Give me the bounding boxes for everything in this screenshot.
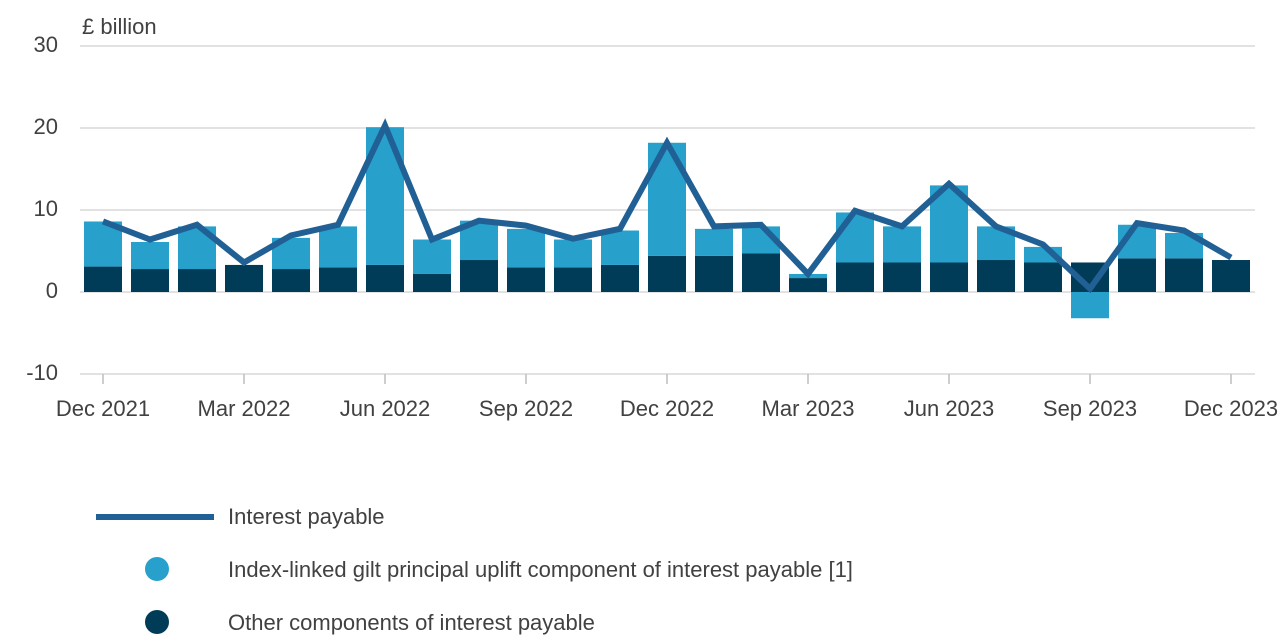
bar [272,269,310,292]
y-tick-label: 10 [34,196,58,221]
x-tick-label: Dec 2021 [56,396,150,421]
y-tick-label: -10 [26,360,58,385]
x-tick-label: Mar 2023 [762,396,855,421]
bar [789,278,827,292]
bar [366,264,404,292]
line [101,118,1233,294]
bar [742,253,780,292]
bar [1071,292,1109,319]
x-tick-label: Sep 2023 [1043,396,1137,421]
bar [883,226,921,263]
legend-swatch [145,557,169,581]
bar [883,262,921,292]
bar [1165,258,1203,292]
bar [930,262,968,292]
x-tick-label: Jun 2022 [340,396,431,421]
y-tick-label: 30 [34,32,58,57]
bar [836,212,874,263]
y-axis-label: £ billion [82,14,157,39]
legend-label: Interest payable [228,504,385,529]
bar [554,267,592,292]
bar [413,239,451,274]
bar [601,264,639,292]
legend-label: Index-linked gilt principal uplift compo… [228,557,853,582]
bar [648,142,686,256]
bar [507,267,545,292]
bar [319,267,357,292]
bar [413,273,451,292]
bar [836,262,874,292]
x-tick-label: Jun 2023 [904,396,995,421]
bar [507,228,545,268]
bar [225,264,263,292]
x-tick-label: Dec 2023 [1184,396,1278,421]
legend-label: Other components of interest payable [228,610,595,635]
bar [977,260,1015,292]
bar [460,260,498,292]
bar [131,269,169,292]
y-tick-label: 0 [46,278,58,303]
bar [554,239,592,268]
bar [319,226,357,268]
y-tick-label: 20 [34,114,58,139]
bar [178,269,216,292]
bar [601,230,639,265]
x-tick-label: Dec 2022 [620,396,714,421]
bar [695,255,733,292]
bar [131,241,169,270]
bar [1024,262,1062,292]
legend-swatch [145,610,169,634]
bar [1118,258,1156,292]
bar [648,255,686,292]
x-tick-label: Mar 2022 [198,396,291,421]
bar [695,228,733,256]
bar [1212,260,1250,292]
bar [84,266,122,292]
x-tick-label: Sep 2022 [479,396,573,421]
